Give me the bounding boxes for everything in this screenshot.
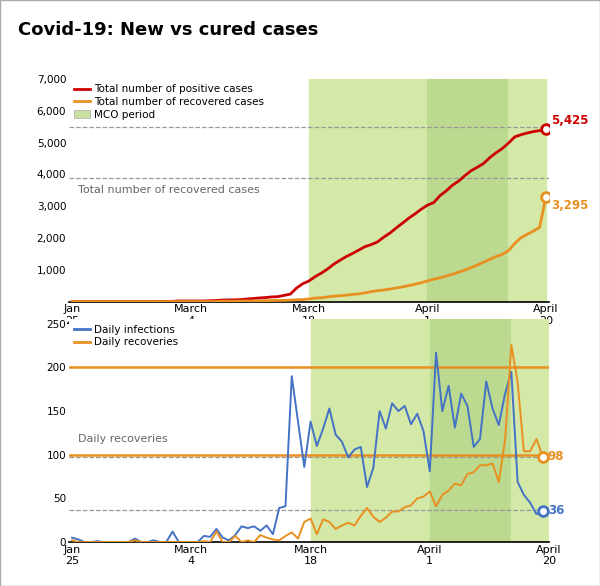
Legend: Total number of positive cases, Total number of recovered cases, MCO period: Total number of positive cases, Total nu… (74, 84, 264, 120)
Bar (309, 79, 427, 302)
Text: 5,425: 5,425 (551, 114, 589, 127)
Legend: Daily infections, Daily recoveries: Daily infections, Daily recoveries (74, 325, 178, 347)
Text: Total number of recovered cases: Total number of recovered cases (79, 185, 260, 195)
Text: 98: 98 (548, 450, 564, 463)
Bar (311, 319, 430, 542)
Bar (508, 79, 546, 302)
Text: Daily recoveries: Daily recoveries (79, 434, 168, 444)
Bar (511, 319, 549, 542)
Text: 3,295: 3,295 (551, 199, 588, 213)
Bar (430, 319, 511, 542)
Text: Covid-19: New vs cured cases: Covid-19: New vs cured cases (18, 21, 319, 39)
Text: 36: 36 (548, 504, 564, 517)
Bar (427, 79, 508, 302)
